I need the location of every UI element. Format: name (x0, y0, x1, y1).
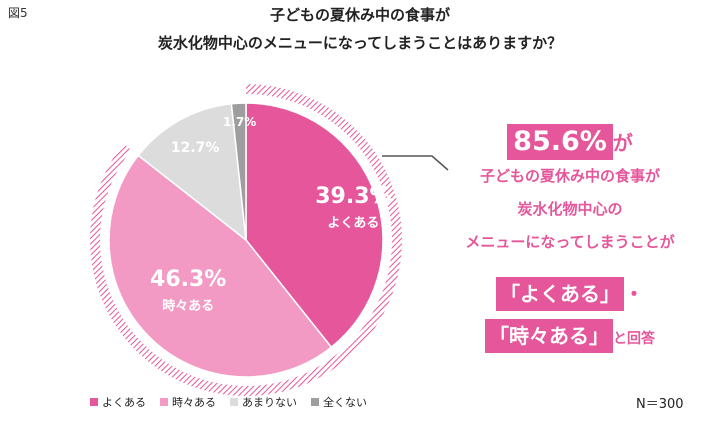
legend-item-often: よくある (90, 394, 146, 410)
legend: よくある 時々ある あまりない 全くない (90, 394, 367, 410)
legend-label-rarely: あまりない (242, 396, 297, 409)
legend-label-sometimes: 時々ある (172, 396, 216, 409)
legend-item-sometimes: 時々ある (160, 394, 216, 410)
pie-slice-never (230, 102, 247, 241)
pie-value-label-rarely: 12.7% (171, 140, 220, 156)
legend-swatch-sometimes (160, 398, 168, 406)
pie-slice-often (245, 102, 384, 349)
legend-label-often: よくある (102, 396, 146, 409)
callout-line3: メニューになってしまうことが (465, 233, 675, 251)
callout: 85.6% が 子どもの夏休み中の食事が 炭水化物中心の メニューになってしまうこ… (430, 124, 710, 353)
callout-tag-often: 「よくある」 (496, 277, 624, 311)
chart-title-line2: 炭水化物中心のメニューになってしまうことはありますか？ (157, 34, 563, 52)
legend-item-never: 全くない (311, 394, 367, 410)
legend-swatch-never (311, 398, 319, 406)
legend-item-rarely: あまりない (230, 394, 297, 410)
callout-tag-sometimes: 「時々ある」 (485, 319, 613, 353)
sample-size: N＝300 (636, 397, 684, 412)
callout-line2: 炭水化物中心の (517, 200, 623, 218)
legend-swatch-rarely (230, 398, 238, 406)
pie-slice-sometimes (108, 154, 333, 378)
pie-category-label-sometimes: 時々ある (162, 298, 214, 314)
chart-title-line1: 子どもの夏休み中の食事が (269, 6, 450, 24)
callout-closing: と回答 (613, 331, 655, 347)
pie-value-label-often: 39.3% (315, 184, 391, 209)
legend-swatch-often (90, 398, 98, 406)
legend-label-never: 全くない (323, 396, 367, 409)
pie-slices (108, 102, 384, 378)
callout-line1: 子どもの夏休み中の食事が (479, 167, 660, 185)
pie-labels: 39.3% よくある 46.3% 時々ある 12.7%1.7% (150, 115, 392, 314)
callout-suffix: が (612, 131, 633, 155)
callout-tag-separator: ・ (624, 282, 644, 306)
pie-value-label-never: 1.7% (223, 115, 256, 129)
pie-value-label-sometimes: 46.3% (150, 267, 226, 292)
pie-category-label-often: よくある (327, 216, 379, 231)
pie-slice-rarely (137, 102, 247, 242)
callout-leader-line (382, 155, 449, 171)
figure-label: 図5 (8, 6, 28, 20)
callout-highlight: 85.6% (507, 124, 613, 160)
